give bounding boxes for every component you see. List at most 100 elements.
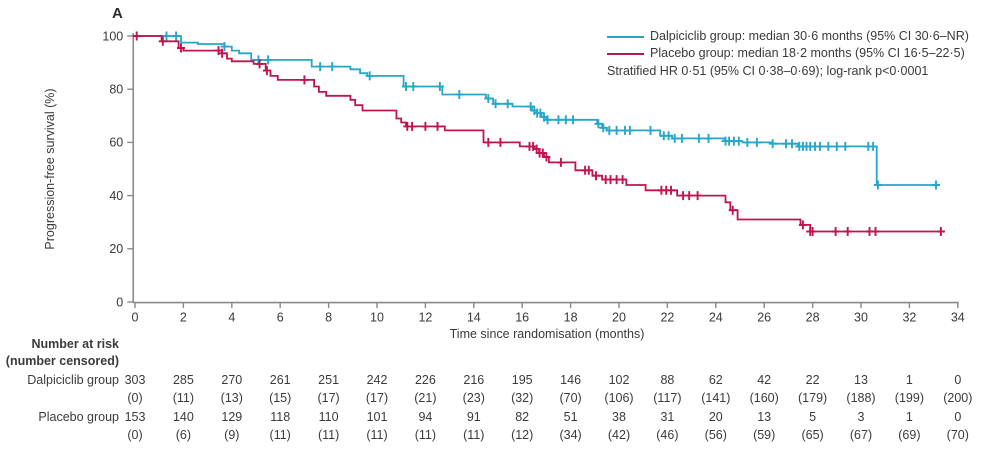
censored-value: (106) <box>604 391 634 405</box>
x-tick-label: 14 <box>467 311 481 325</box>
at-risk-value: 102 <box>608 373 630 387</box>
at-risk-value: 88 <box>660 373 675 387</box>
x-tick-label: 26 <box>757 311 771 325</box>
at-risk-value: 1 <box>905 373 913 387</box>
x-tick-label: 6 <box>277 311 284 325</box>
at-risk-value: 91 <box>466 410 481 424</box>
censored-value: (46) <box>656 428 679 442</box>
y-tick-label: 80 <box>109 83 123 97</box>
at-risk-value: 146 <box>560 373 582 387</box>
risk-row-label-placebo: Placebo group <box>38 410 119 424</box>
at-risk-value: 62 <box>708 373 723 387</box>
censored-value: (11) <box>414 428 437 442</box>
survival-curves <box>132 31 945 236</box>
censored-value: (59) <box>753 428 776 442</box>
censored-value: (11) <box>463 428 485 442</box>
y-tick-label: 100 <box>102 29 123 43</box>
y-tick-label: 60 <box>109 136 123 150</box>
at-risk-value: 1 <box>905 410 913 424</box>
at-risk-value: 31 <box>660 410 675 424</box>
at-risk-value: 3 <box>857 410 865 424</box>
censored-value: (70) <box>946 428 969 442</box>
at-risk-value: 0 <box>954 410 962 424</box>
at-risk-value: 13 <box>757 410 772 424</box>
censor-ticks-dalpiciclib <box>162 31 940 190</box>
censored-value: (65) <box>801 428 824 442</box>
at-risk-value: 22 <box>805 373 820 387</box>
at-risk-value: 110 <box>318 410 339 424</box>
x-tick-label: 16 <box>515 311 529 325</box>
y-tick-label: 40 <box>109 189 123 203</box>
at-risk-value: 118 <box>270 410 291 424</box>
censored-value: (67) <box>849 428 873 442</box>
at-risk-value: 5 <box>809 410 817 424</box>
censored-value: (9) <box>224 428 240 442</box>
at-risk-value: 216 <box>463 373 485 387</box>
legend-stats-note: Stratified HR 0·51 (95% CI 0·38–0·69); l… <box>607 63 969 80</box>
at-risk-value: 101 <box>366 410 388 424</box>
x-tick-label: 30 <box>854 311 868 325</box>
censored-value: (0) <box>127 391 143 405</box>
survival-curve-dalpiciclib <box>135 35 936 186</box>
x-tick-label: 18 <box>564 311 578 325</box>
censored-value: (11) <box>366 428 388 442</box>
x-tick-label: 8 <box>325 311 332 325</box>
censored-value: (11) <box>317 428 340 442</box>
censored-value: (179) <box>798 391 828 405</box>
at-risk-value: 195 <box>511 373 533 387</box>
at-risk-value: 82 <box>515 410 530 424</box>
censored-value: (188) <box>846 391 876 405</box>
at-risk-value: 20 <box>708 410 723 424</box>
censored-value: (23) <box>462 391 485 405</box>
censored-value: (199) <box>894 391 924 405</box>
censored-value: (160) <box>749 391 779 405</box>
x-tick-label: 34 <box>951 311 965 325</box>
x-tick-label: 12 <box>418 311 432 325</box>
censored-value: (13) <box>220 391 243 405</box>
censored-value: (34) <box>559 428 582 442</box>
censored-value: (15) <box>269 391 292 405</box>
at-risk-value: 285 <box>172 373 194 387</box>
risk-table-subheader: (number censored) <box>5 354 119 368</box>
x-tick-label: 24 <box>709 311 723 325</box>
censored-value: (69) <box>898 428 921 442</box>
y-tick-label: 0 <box>116 295 123 309</box>
x-tick-label: 2 <box>180 311 187 325</box>
x-tick-label: 0 <box>132 311 139 325</box>
censored-value: (42) <box>607 428 631 442</box>
at-risk-value: 140 <box>172 410 194 424</box>
censored-value: (56) <box>704 428 727 442</box>
at-risk-value: 38 <box>612 410 626 424</box>
legend-entry-label: Placebo group: median 18·2 months (95% C… <box>650 46 965 61</box>
at-risk-value: 13 <box>854 373 868 387</box>
censored-value: (200) <box>943 391 973 405</box>
x-tick-label: 32 <box>902 311 916 325</box>
at-risk-value: 129 <box>221 410 243 424</box>
risk-row-label-dalpiciclib: Dalpiciclib group <box>27 373 119 387</box>
censored-value: (17) <box>317 391 340 405</box>
legend-entry-dalpiciclib: Dalpiciclib group: median 30·6 months (9… <box>607 28 969 45</box>
panel-label: A <box>112 5 123 22</box>
at-risk-value: 42 <box>757 373 772 387</box>
censored-value: (11) <box>172 391 195 405</box>
censored-value: (12) <box>511 428 534 442</box>
x-tick-label: 22 <box>660 311 674 325</box>
placebo-line-swatch <box>607 53 644 56</box>
at-risk-value: 270 <box>221 373 243 387</box>
at-risk-value: 0 <box>954 373 962 387</box>
censored-value: (6) <box>175 428 192 442</box>
censored-value: (11) <box>269 428 291 442</box>
y-tick-label: 20 <box>109 242 123 256</box>
legend: Dalpiciclib group: median 30·6 months (9… <box>607 28 969 80</box>
censor-ticks-placebo <box>132 31 945 236</box>
censored-value: (117) <box>653 391 682 405</box>
censored-value: (0) <box>127 428 143 442</box>
at-risk-value: 242 <box>366 373 388 387</box>
censored-value: (70) <box>559 391 582 405</box>
y-axis-title: Progression-free survival (%) <box>43 88 57 249</box>
at-risk-value: 251 <box>318 373 340 387</box>
